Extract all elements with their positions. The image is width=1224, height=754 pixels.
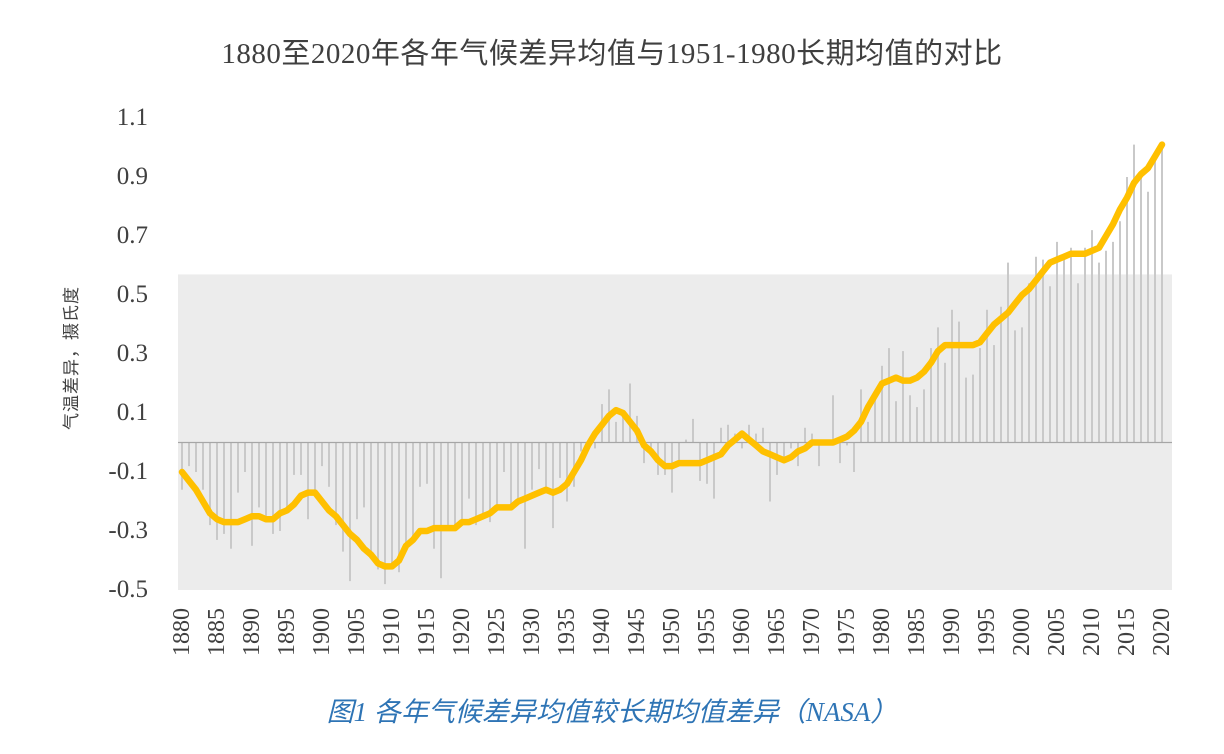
chart-canvas	[178, 141, 1172, 590]
x-tick-label: 1905	[344, 608, 370, 656]
x-tick-label: 1885	[204, 608, 230, 656]
x-tick-label: 1920	[449, 608, 475, 656]
x-tick-label: 1955	[694, 608, 720, 656]
x-tick-label: 1940	[589, 608, 615, 656]
x-tick-label: 1900	[309, 608, 335, 656]
x-tick-label: 1980	[869, 608, 895, 656]
x-tick-label: 2010	[1079, 608, 1105, 656]
x-tick-label: 1880	[169, 608, 195, 656]
x-tick-label: 1935	[554, 608, 580, 656]
x-tick-label: 2020	[1149, 608, 1175, 656]
x-tick-label: 1985	[904, 608, 930, 656]
x-tick-label: 1965	[764, 608, 790, 656]
y-tick-label: 0.3	[116, 340, 148, 367]
x-tick-label: 1975	[834, 608, 860, 656]
x-tick-label: 1990	[939, 608, 965, 656]
x-tick-label: 1925	[484, 608, 510, 656]
x-tick-label: 1960	[729, 608, 755, 656]
x-tick-label: 1895	[274, 608, 300, 656]
smoothed-line	[178, 141, 1166, 570]
x-tick-label: 1910	[379, 608, 405, 656]
y-tick-label: -0.3	[108, 517, 148, 544]
y-tick-label: 0.7	[116, 222, 148, 249]
x-tick-label: 1945	[624, 608, 650, 656]
y-tick-label: -0.5	[108, 576, 148, 603]
x-tick-label: 1950	[659, 608, 685, 656]
figure-caption: 图1 各年气候差异均值较长期均值差异（NASA）	[326, 697, 898, 727]
x-tick-label: 2005	[1044, 608, 1070, 656]
chart-title: 1880至2020年各年气候差异均值与1951-1980长期均值的对比	[221, 38, 1003, 70]
x-tick-label: 1915	[414, 608, 440, 656]
x-tick-label: 1970	[799, 608, 825, 656]
x-tick-label: 1995	[974, 608, 1000, 656]
anomaly-bars	[181, 141, 1163, 585]
y-tick-label: 0.9	[116, 163, 148, 190]
x-tick-label: 2015	[1114, 608, 1140, 656]
x-tick-label: 1930	[519, 608, 545, 656]
x-tick-label: 1890	[239, 608, 265, 656]
y-tick-label: 0.1	[116, 399, 148, 426]
y-tick-label: -0.1	[108, 458, 148, 485]
x-tick-label: 2000	[1009, 608, 1035, 656]
y-tick-label: 0.5	[116, 281, 148, 308]
y-tick-label: 1.1	[116, 104, 148, 131]
